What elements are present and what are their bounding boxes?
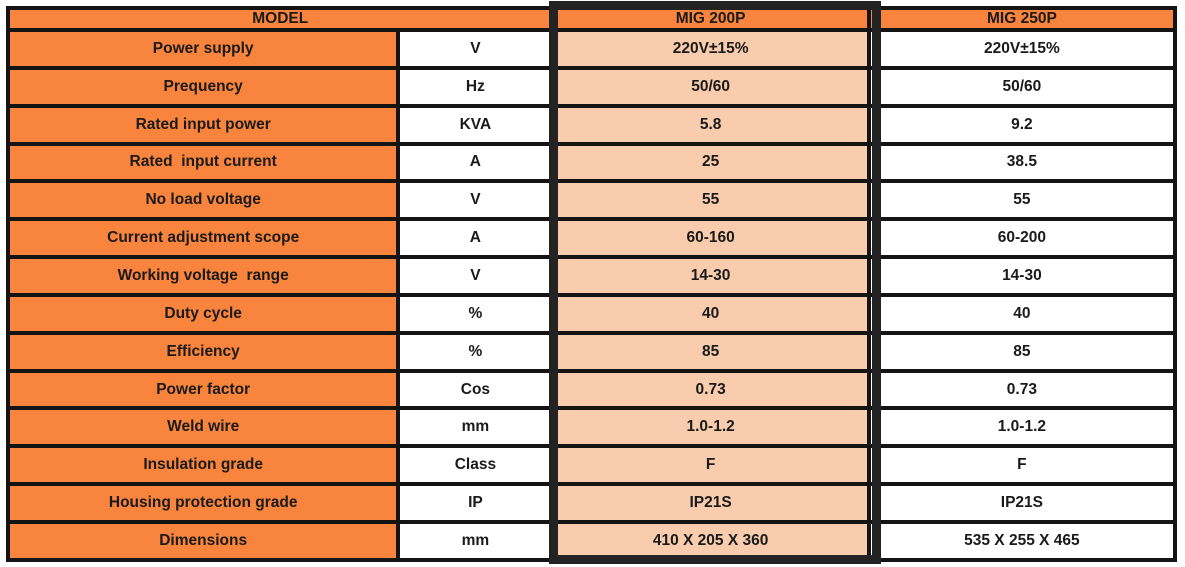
- mig-200p-value-cell: 220V±15%: [550, 28, 871, 70]
- mig-200p-value-cell: 1.0-1.2: [550, 406, 871, 449]
- spec-label-cell: Housing protection grade: [5, 482, 401, 524]
- unit-cell: A: [396, 217, 555, 260]
- mig-250p-value-cell: 55: [866, 179, 1178, 222]
- table-row: Rated input power KVA 5.8 9.2: [5, 103, 1178, 146]
- column-header-mig-250p: MIG 250P: [866, 6, 1178, 32]
- mig-250p-value-cell: 50/60: [866, 65, 1178, 108]
- header-row: MODEL MIG 200P MIG 250P: [5, 6, 1178, 32]
- mig-250p-value-cell: 0.73: [866, 368, 1178, 411]
- spec-label-cell: Insulation grade: [5, 444, 401, 487]
- mig-200p-value-cell: 55: [550, 179, 871, 222]
- unit-cell: Class: [396, 444, 555, 487]
- model-header-cell: MODEL: [5, 6, 555, 32]
- unit-cell: V: [396, 28, 555, 70]
- column-header-mig-200p: MIG 200P: [550, 6, 871, 32]
- mig-250p-value-cell: 60-200: [866, 217, 1178, 260]
- table-row: Working voltage range V 14-30 14-30: [5, 255, 1178, 297]
- spec-label-cell: No load voltage: [5, 179, 401, 222]
- mig-200p-value-cell: 40: [550, 292, 871, 335]
- spec-label-cell: Working voltage range: [5, 255, 401, 297]
- mig-200p-value-cell: IP21S: [550, 482, 871, 524]
- table-row: Prequency Hz 50/60 50/60: [5, 65, 1178, 108]
- table-row: Power supply V 220V±15% 220V±15%: [5, 28, 1178, 70]
- table-row: Insulation grade Class F F: [5, 444, 1178, 487]
- unit-cell: A: [396, 141, 555, 184]
- mig-250p-value-cell: 9.2: [866, 103, 1178, 146]
- spec-label-cell: Duty cycle: [5, 292, 401, 335]
- table-row: Dimensions mm 410 X 205 X 360 535 X 255 …: [5, 519, 1178, 563]
- spec-label-cell: Dimensions: [5, 519, 401, 563]
- unit-cell: Hz: [396, 65, 555, 108]
- mig-200p-value-cell: 60-160: [550, 217, 871, 260]
- unit-cell: V: [396, 255, 555, 297]
- mig-250p-value-cell: 220V±15%: [866, 28, 1178, 70]
- unit-cell: mm: [396, 406, 555, 449]
- spec-label-cell: Rated input power: [5, 103, 401, 146]
- table-row: Power factor Cos 0.73 0.73: [5, 368, 1178, 411]
- mig-250p-value-cell: 535 X 255 X 465: [866, 519, 1178, 563]
- unit-cell: KVA: [396, 103, 555, 146]
- mig-250p-value-cell: 14-30: [866, 255, 1178, 297]
- table-row: Duty cycle % 40 40: [5, 292, 1178, 335]
- table-row: No load voltage V 55 55: [5, 179, 1178, 222]
- unit-cell: %: [396, 330, 555, 373]
- spec-label-cell: Power factor: [5, 368, 401, 411]
- mig-250p-value-cell: 38.5: [866, 141, 1178, 184]
- spec-label-cell: Efficiency: [5, 330, 401, 373]
- spec-label-cell: Power supply: [5, 28, 401, 70]
- spec-label-cell: Weld wire: [5, 406, 401, 449]
- spec-label-cell: Rated input current: [5, 141, 401, 184]
- mig-250p-value-cell: 85: [866, 330, 1178, 373]
- specification-table: MODEL MIG 200P MIG 250P Power supply V 2…: [5, 6, 1178, 563]
- unit-cell: mm: [396, 519, 555, 563]
- table-row: Efficiency % 85 85: [5, 330, 1178, 373]
- mig-250p-value-cell: 1.0-1.2: [866, 406, 1178, 449]
- mig-200p-value-cell: 85: [550, 330, 871, 373]
- spec-label-cell: Current adjustment scope: [5, 217, 401, 260]
- mig-250p-value-cell: F: [866, 444, 1178, 487]
- mig-200p-value-cell: 50/60: [550, 65, 871, 108]
- mig-200p-value-cell: 0.73: [550, 368, 871, 411]
- mig-250p-value-cell: 40: [866, 292, 1178, 335]
- table-row: Rated input current A 25 38.5: [5, 141, 1178, 184]
- mig-200p-value-cell: 25: [550, 141, 871, 184]
- table-row: Housing protection grade IP IP21S IP21S: [5, 482, 1178, 524]
- mig-200p-value-cell: 5.8: [550, 103, 871, 146]
- unit-cell: V: [396, 179, 555, 222]
- mig-200p-value-cell: 410 X 205 X 360: [550, 519, 871, 563]
- unit-cell: %: [396, 292, 555, 335]
- unit-cell: IP: [396, 482, 555, 524]
- table-row: Weld wire mm 1.0-1.2 1.0-1.2: [5, 406, 1178, 449]
- unit-cell: Cos: [396, 368, 555, 411]
- spec-label-cell: Prequency: [5, 65, 401, 108]
- table-row: Current adjustment scope A 60-160 60-200: [5, 217, 1178, 260]
- mig-250p-value-cell: IP21S: [866, 482, 1178, 524]
- mig-200p-value-cell: F: [550, 444, 871, 487]
- mig-200p-value-cell: 14-30: [550, 255, 871, 297]
